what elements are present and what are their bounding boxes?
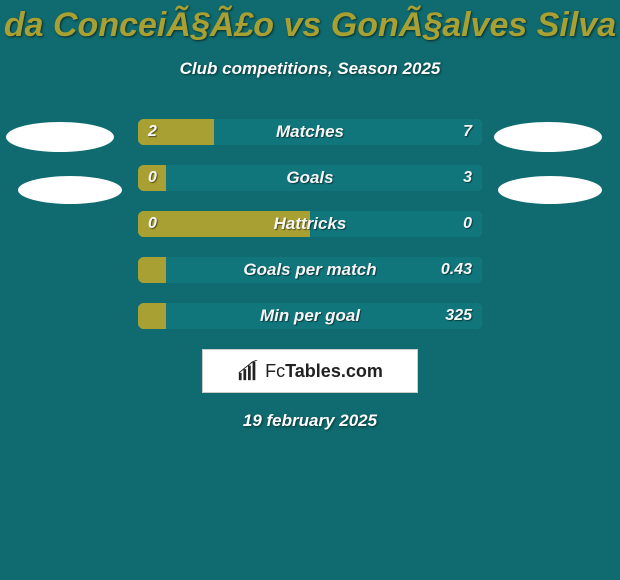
logo-text: FcTables.com [265,361,383,382]
stat-row: 0 3 Goals [138,165,482,191]
subtitle: Club competitions, Season 2025 [0,59,620,79]
value-right: 325 [445,307,472,325]
decorative-ellipse [498,176,602,204]
value-right: 7 [463,123,472,141]
stat-label: Goals per match [243,260,376,280]
fctables-logo: FcTables.com [202,349,418,393]
stat-label: Hattricks [274,214,347,234]
date-label: 19 february 2025 [0,411,620,431]
bar-right [214,119,482,145]
stat-label: Goals [286,168,333,188]
bar-left [138,303,166,329]
value-right: 0 [463,215,472,233]
stat-label: Min per goal [260,306,360,326]
decorative-ellipse [18,176,122,204]
bar-left [138,257,166,283]
stat-row: 325 Min per goal [138,303,482,329]
value-left: 2 [148,123,157,141]
value-right: 0.43 [441,261,472,279]
bar-chart-icon [237,360,259,382]
stat-label: Matches [276,122,344,142]
logo-text-prefix: Fc [265,361,285,381]
decorative-ellipse [494,122,602,152]
stat-row: 0 0 Hattricks [138,211,482,237]
value-left: 0 [148,215,157,233]
stat-row: 2 7 Matches [138,119,482,145]
stat-row: 0.43 Goals per match [138,257,482,283]
logo-text-rest: Tables.com [285,361,383,381]
decorative-ellipse [6,122,114,152]
value-left: 0 [148,169,157,187]
page-title: da ConceiÃ§Ã£o vs GonÃ§alves Silva [0,0,620,45]
value-right: 3 [463,169,472,187]
